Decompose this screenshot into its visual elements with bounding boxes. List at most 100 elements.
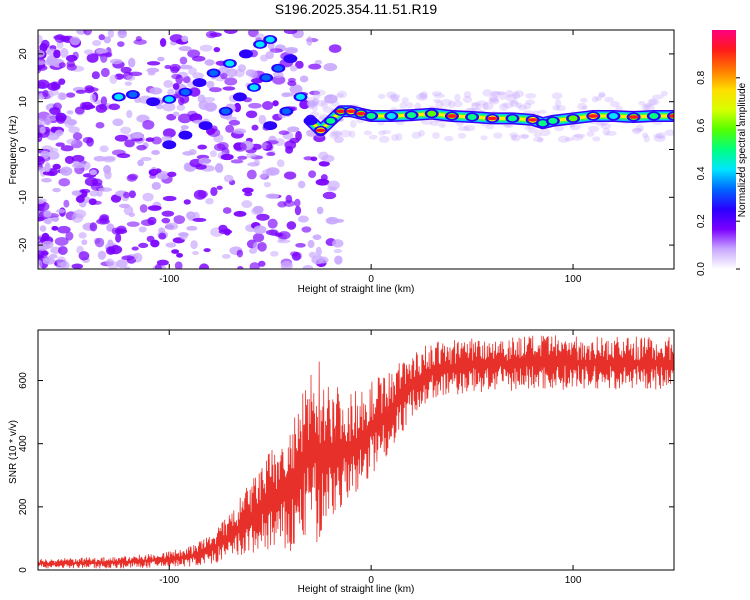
noise-blob [350, 119, 357, 128]
noise-blob [65, 231, 74, 241]
noise-blob [416, 93, 428, 101]
snr-ytick-label: 600 [18, 372, 29, 389]
noise-blob [266, 151, 276, 157]
noise-blob [147, 216, 157, 226]
noise-blob [38, 259, 43, 269]
noise-blob [93, 155, 106, 162]
noise-blob [265, 229, 278, 236]
noise-blob [262, 101, 274, 110]
noise-blob [489, 96, 500, 103]
ridge-point-peak [628, 115, 639, 119]
noise-blob [509, 132, 518, 138]
noise-blob [178, 46, 192, 52]
noise-blob [126, 75, 136, 81]
noise-blob [172, 111, 180, 117]
noise-blob [306, 97, 316, 102]
noise-blob [297, 180, 306, 189]
noise-blob [505, 89, 514, 98]
colorbar-tick-label: 0.8 [696, 70, 707, 84]
noise-blob [57, 245, 68, 255]
noise-blob [237, 155, 248, 160]
noise-blob [651, 94, 664, 100]
ridge-point-core [180, 132, 190, 139]
noise-blob [236, 249, 244, 258]
noise-blob [294, 205, 302, 216]
noise-blob [42, 170, 55, 176]
noise-blob [225, 124, 235, 133]
noise-blob [432, 132, 440, 139]
noise-blob [146, 67, 160, 73]
noise-blob [224, 228, 231, 236]
noise-blob [475, 100, 488, 106]
noise-blob [186, 211, 196, 220]
noise-blob [110, 194, 122, 203]
noise-blob [310, 100, 318, 107]
noise-blob [100, 67, 110, 78]
noise-blob [306, 99, 319, 106]
noise-blob [512, 91, 520, 100]
noise-blob [337, 90, 347, 99]
noise-blob [641, 104, 651, 111]
noise-blob [182, 75, 191, 84]
ridge-point-core [114, 93, 124, 100]
noise-blob [161, 135, 173, 142]
noise-blob [510, 99, 519, 105]
noise-blob [178, 96, 185, 106]
noise-blob [642, 132, 649, 139]
noise-blob [206, 80, 215, 89]
noise-blob [146, 61, 161, 66]
noise-blob [419, 91, 428, 99]
noise-blob [82, 136, 94, 144]
noise-blob [505, 94, 517, 103]
noise-blob [488, 94, 499, 103]
snr-xtick-label: 0 [368, 575, 374, 586]
noise-blob [348, 130, 356, 139]
noise-blob [600, 123, 612, 130]
noise-blob [183, 199, 191, 205]
noise-blob [123, 266, 131, 269]
noise-blob [128, 71, 143, 77]
noise-blob [284, 92, 295, 97]
noise-blob [213, 143, 226, 152]
noise-blob [332, 239, 344, 248]
ridge-point-core [538, 120, 548, 127]
noise-blob [306, 100, 317, 108]
snr-line [38, 335, 674, 569]
noise-blob [165, 242, 177, 248]
noise-blob [172, 83, 180, 90]
noise-blob [109, 74, 118, 84]
noise-blob [210, 186, 218, 197]
noise-blob [38, 199, 45, 205]
noise-blob [554, 99, 562, 108]
noise-blob [69, 36, 81, 46]
noise-blob [320, 100, 329, 109]
noise-blob [192, 217, 207, 222]
noise-blob [100, 96, 108, 106]
noise-blob [496, 91, 506, 96]
noise-blob [257, 242, 267, 252]
ridge-point-core [273, 65, 283, 72]
noise-blob [221, 253, 231, 259]
noise-blob [339, 129, 352, 138]
noise-blob [429, 121, 440, 126]
noise-blob [52, 102, 62, 111]
noise-blob [72, 132, 83, 141]
noise-blob [95, 122, 105, 129]
noise-blob [223, 174, 234, 183]
noise-blob [56, 40, 64, 49]
noise-blob [145, 137, 155, 142]
noise-blob [223, 30, 238, 35]
snr-xtick-label: 100 [565, 575, 582, 586]
noise-blob [230, 159, 244, 164]
noise-blob [138, 226, 147, 233]
noise-blob [653, 135, 666, 143]
noise-blob [156, 172, 169, 180]
noise-blob [159, 38, 167, 47]
noise-blob [499, 103, 509, 112]
snr-xtick-label: -100 [159, 575, 179, 586]
noise-blob [325, 94, 334, 100]
noise-blob [253, 225, 267, 235]
noise-blob [294, 198, 301, 207]
spectrogram-ytick-label: -20 [18, 237, 29, 252]
